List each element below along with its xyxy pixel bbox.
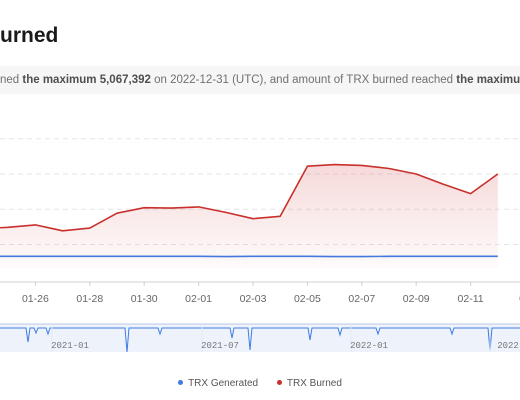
x-tick-label: 02-09: [403, 293, 430, 305]
legend-label-generated: TRX Generated: [188, 378, 259, 389]
x-tick-label: 02-01: [185, 293, 212, 305]
chart-title: urned: [0, 24, 59, 47]
x-tick-label: 02-11: [458, 293, 484, 305]
x-tick-label: 01-30: [131, 293, 158, 305]
legend-label-burned: TRX Burned: [286, 378, 342, 389]
navigator-label: 2021-01: [51, 341, 89, 351]
summary-banner: ned the maximum 5,067,392 on 2022-12-31 …: [0, 66, 520, 94]
x-tick-label: 02-07: [348, 293, 375, 305]
summary-text-2: on 2022-12-31 (UTC), and amount of TRX b…: [150, 74, 457, 86]
x-tick-label: 02-03: [240, 293, 267, 305]
legend-dot-generated: [178, 380, 184, 385]
legend-dot-burned: [276, 380, 282, 385]
summary-max-generated: the maximum 5,067,392: [22, 74, 151, 86]
navigator-label: 2021-07: [201, 341, 239, 351]
navigator-label: 2022-01: [350, 341, 388, 351]
legend-item-generated[interactable]: TRX Generated: [178, 378, 258, 389]
summary-text-1: ned: [0, 74, 23, 86]
summary-max-burned: the maximum 1,1: [456, 74, 520, 86]
navigator-series-line: [0, 327, 520, 353]
x-tick-label: 02-05: [294, 293, 321, 305]
navigator-background: [0, 324, 520, 352]
chart-legend: TRX Generated TRX Burned: [0, 378, 520, 389]
x-tick-label: 01-28: [76, 293, 103, 305]
x-tick-label: 01-26: [22, 293, 49, 305]
navigator-label: 2022: [497, 341, 519, 351]
burned-area-fill: [0, 164, 498, 268]
series-line-burned: [0, 163, 499, 232]
legend-item-burned[interactable]: TRX Burned: [276, 378, 342, 389]
